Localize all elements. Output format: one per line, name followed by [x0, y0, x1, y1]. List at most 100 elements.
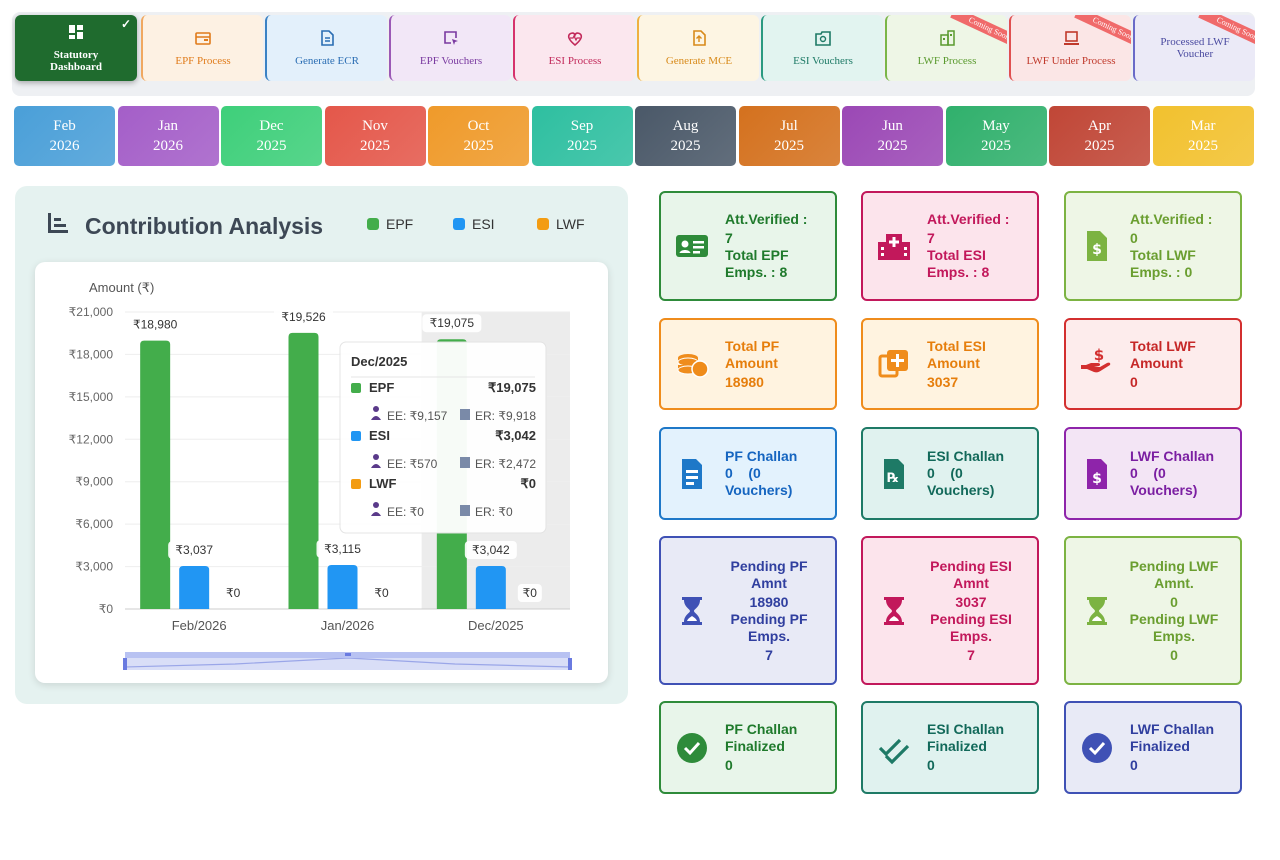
- tooltip-swatch: [351, 479, 361, 489]
- stat-card-pf-challan-0-0[interactable]: PF Challan 0 (0 Vouchers): [659, 427, 837, 520]
- tab-label: EPF Vouchers: [419, 55, 483, 67]
- stat-card-esi-challan-finalized[interactable]: ESI Challan Finalized 0: [861, 701, 1039, 794]
- tooltip-er: ER: ₹9,918: [475, 409, 536, 423]
- y-tick-label: ₹21,000: [69, 305, 114, 319]
- employee-icon: [373, 502, 379, 508]
- y-tick-label: ₹3,000: [75, 560, 113, 574]
- stat-line: Pending PF: [730, 557, 808, 574]
- tab-lwf-under-process[interactable]: LWF Under Process Coming Soon: [1009, 15, 1131, 81]
- tooltip-ee: EE: ₹0: [387, 505, 424, 519]
- x-tick-label: Feb/2026: [172, 618, 227, 633]
- stat-card-pf-challan-finalized[interactable]: PF Challan Finalized 0: [659, 701, 837, 794]
- employee-icon: [373, 454, 379, 460]
- tab-esi-process[interactable]: ESI Process: [513, 15, 635, 81]
- tab-label: Generate MCE: [665, 55, 733, 67]
- stat-card-text: Att.Verified : 7 Total EPF Emps. : 8: [725, 211, 807, 281]
- stat-card-att-verified-0[interactable]: $ Att.Verified : 0 Total LWF Emps. : 0: [1064, 191, 1242, 301]
- bar-epf-jan-2026[interactable]: [288, 332, 319, 609]
- bar-esi-dec-2025[interactable]: [475, 565, 506, 609]
- stat-line: ESI Challan: [927, 721, 1005, 737]
- legend-label: LWF: [556, 216, 585, 232]
- stat-card-text: Total PF Amount 18980: [725, 338, 779, 391]
- data-label: ₹18,980: [133, 318, 178, 332]
- stat-line: Emps.: [1152, 627, 1195, 644]
- stat-line: Emps.: [949, 627, 992, 644]
- stat-card-lwf-challan-0-0[interactable]: $ LWF Challan 0 (0 Vouchers): [1064, 427, 1242, 520]
- tab-esi-vouchers[interactable]: ESI Vouchers: [761, 15, 883, 81]
- tab-label: ESI Process: [548, 55, 602, 67]
- employer-icon: [460, 409, 470, 420]
- stat-line: Pending LWF: [1129, 557, 1219, 574]
- stat-card-esi-challan-0-0[interactable]: ℞ ESI Challan 0 (0 Vouchers): [861, 427, 1039, 520]
- stat-line: LWF Challan: [1130, 448, 1214, 464]
- legend-item-esi[interactable]: ESI: [453, 216, 495, 232]
- zoom-center-grip[interactable]: [345, 653, 351, 656]
- stat-line: Att.Verified :: [725, 211, 808, 227]
- prescription-icon: ℞: [877, 457, 911, 491]
- stat-card-pending-esi-amnt[interactable]: Pending ESI Amnt 3037 Pending ESI Emps. 7: [861, 536, 1039, 685]
- stat-line: Vouchers): [725, 482, 793, 498]
- stat-line: 3037: [955, 593, 987, 610]
- legend-label: ESI: [472, 216, 495, 232]
- month-may-2025[interactable]: May 2025: [945, 106, 1047, 166]
- stat-line: 0: [1130, 373, 1138, 390]
- stat-line: 0: [1130, 230, 1138, 246]
- stat-card-total-lwf-amount[interactable]: $ Total LWF Amount 0: [1064, 318, 1242, 410]
- stat-card-att-verified-7[interactable]: Att.Verified : 7 Total EPF Emps. : 8: [659, 191, 837, 301]
- legend-swatch: [367, 218, 379, 230]
- year-label: 2025: [360, 137, 390, 154]
- month-label: Aug: [672, 117, 699, 134]
- zoom-handle-right[interactable]: [568, 658, 572, 670]
- data-label: ₹0: [226, 586, 241, 600]
- stat-card-pending-lwf-amnt[interactable]: Pending LWF Amnt. 0 Pending LWF Emps. 0: [1064, 536, 1242, 685]
- stat-card-pending-pf-amnt[interactable]: Pending PF Amnt 18980 Pending PF Emps. 7: [659, 536, 837, 685]
- month-sep-2025[interactable]: Sep 2025: [531, 106, 633, 166]
- tab-processed-lwf-voucher[interactable]: Processed LWF Voucher Coming Soon: [1133, 15, 1255, 81]
- month-dec-2025[interactable]: Dec 2025: [221, 106, 322, 166]
- month-feb-2026[interactable]: Feb 2026: [14, 106, 115, 166]
- data-label: ₹0: [523, 586, 538, 600]
- month-aug-2025[interactable]: Aug 2025: [635, 106, 736, 166]
- month-label: Jul: [780, 117, 798, 134]
- month-oct-2025[interactable]: Oct 2025: [428, 106, 529, 166]
- zoom-handle-left[interactable]: [123, 658, 127, 670]
- tab-generate-ecr[interactable]: Generate ECR: [265, 15, 387, 81]
- year-label: 2025: [1084, 137, 1115, 154]
- month-apr-2025[interactable]: Apr 2025: [1049, 106, 1150, 166]
- month-mar-2025[interactable]: Mar 2025: [1152, 106, 1254, 166]
- stat-card-text: Att.Verified : 0 Total LWF Emps. : 0: [1130, 211, 1212, 281]
- tab-epf-process[interactable]: EPF Process: [141, 15, 263, 81]
- tab-statutory-dashboard[interactable]: Statutory Dashboard ✓: [15, 15, 137, 81]
- tab-epf-vouchers[interactable]: EPF Vouchers: [389, 15, 511, 81]
- tooltip-swatch: [351, 431, 361, 441]
- legend-item-epf[interactable]: EPF: [367, 216, 413, 232]
- stat-card-att-verified-7[interactable]: Att.Verified : 7 Total ESI Emps. : 8: [861, 191, 1039, 301]
- month-jan-2026[interactable]: Jan 2026: [117, 106, 219, 166]
- month-label: Sep: [570, 117, 594, 134]
- stat-card-total-pf-amount[interactable]: Total PF Amount 18980: [659, 318, 837, 410]
- stat-line: 0: [927, 757, 935, 773]
- tab-generate-mce[interactable]: Generate MCE: [637, 15, 759, 81]
- y-tick-label: ₹9,000: [75, 475, 113, 489]
- bar-esi-feb-2026[interactable]: [179, 566, 210, 609]
- month-label: Mar: [1190, 117, 1216, 134]
- stat-line: Att.Verified :: [1130, 211, 1213, 227]
- month-jun-2025[interactable]: Jun 2025: [842, 106, 943, 166]
- bar-esi-jan-2026[interactable]: [327, 564, 358, 609]
- employee-icon-body: [371, 464, 381, 468]
- month-nov-2025[interactable]: Nov 2025: [324, 106, 426, 166]
- stat-line: LWF Challan: [1130, 721, 1214, 737]
- year-label: 2025: [981, 137, 1011, 154]
- tab-lwf-process[interactable]: LWF Process Coming Soon: [885, 15, 1007, 81]
- stat-line: 7: [765, 646, 773, 663]
- double-check-icon: [877, 731, 911, 765]
- document-icon: [318, 29, 336, 47]
- legend-item-lwf[interactable]: LWF: [537, 216, 585, 232]
- employee-icon-body: [371, 416, 381, 420]
- stat-card-total-esi-amount[interactable]: Total ESI Amount 3037: [861, 318, 1039, 410]
- hourglass-icon: [675, 594, 709, 628]
- stat-card-lwf-challan-finalized[interactable]: LWF Challan Finalized 0: [1064, 701, 1242, 794]
- month-label: Jan: [158, 117, 178, 134]
- bar-epf-feb-2026[interactable]: [140, 340, 171, 609]
- month-jul-2025[interactable]: Jul 2025: [738, 106, 840, 166]
